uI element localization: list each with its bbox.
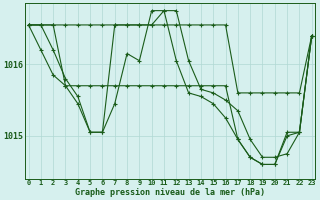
X-axis label: Graphe pression niveau de la mer (hPa): Graphe pression niveau de la mer (hPa) [75, 188, 265, 197]
